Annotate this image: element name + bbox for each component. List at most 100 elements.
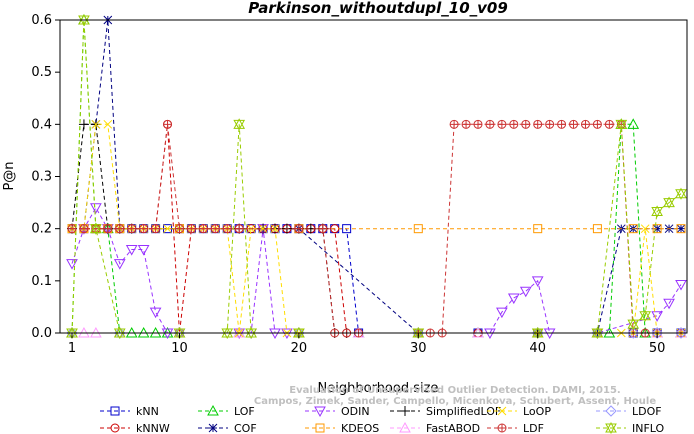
data-point-odin xyxy=(531,276,544,287)
y-axis-label: P@n xyxy=(2,161,17,190)
data-point-loop xyxy=(270,224,280,234)
data-point-ldf xyxy=(198,224,208,234)
legend-item-loop: LoOP xyxy=(487,405,551,418)
data-point-inflo xyxy=(651,205,663,218)
legend-item-lof: LOF xyxy=(198,404,255,418)
data-point-odin xyxy=(519,286,532,298)
credit-line-2: Campos, Zimek, Sander, Campello, Micenko… xyxy=(254,396,656,407)
data-point-ldf xyxy=(509,119,519,129)
legend-item-inflo: INFLO xyxy=(596,421,665,434)
legend-item-cof: COF xyxy=(198,422,257,434)
y-tick-label: 0.3 xyxy=(31,170,52,185)
legend-label: FastABOD xyxy=(426,422,480,434)
data-point-odin xyxy=(675,279,687,291)
legend-label: LDF xyxy=(523,422,544,434)
x-axis-label: Neighborhood size xyxy=(318,381,439,396)
data-point-odin xyxy=(66,259,78,270)
data-point-inflo xyxy=(90,222,102,235)
legend-marker-knn xyxy=(110,406,120,416)
legend-marker-odin xyxy=(314,406,326,418)
x-tick-label: 50 xyxy=(649,341,666,356)
legend-item-knn: kNN xyxy=(100,405,159,418)
series-line-inflo xyxy=(71,19,682,334)
data-point-cof xyxy=(652,224,662,234)
y-tick-label: 0.5 xyxy=(31,65,52,80)
data-point-ldf xyxy=(449,119,459,129)
data-point-ldf xyxy=(186,224,196,234)
data-point-inflo xyxy=(663,196,675,209)
data-point-ldf xyxy=(163,119,173,129)
legend-label: ODIN xyxy=(341,405,370,418)
data-point-odin xyxy=(125,245,138,256)
legend-label: INFLO xyxy=(632,422,665,434)
series-cof xyxy=(67,15,686,338)
data-point-ldf xyxy=(604,119,614,129)
legend-marker-inflo xyxy=(605,421,617,434)
data-point-ldf xyxy=(485,119,495,129)
data-point-ldf xyxy=(294,224,304,234)
data-point-kdeos xyxy=(676,224,686,234)
data-point-kdeos xyxy=(628,224,638,234)
x-tick-label: 1 xyxy=(68,341,76,356)
legend-marker-fastabod xyxy=(399,421,411,433)
legend-label: SimplifiedLOF xyxy=(426,405,501,418)
data-point-loop xyxy=(103,119,113,129)
series-line-cof xyxy=(72,19,681,334)
legend-marker-loop xyxy=(497,406,507,416)
legend-label: kNNW xyxy=(136,422,170,434)
data-point-ldf xyxy=(103,224,113,234)
legend-item-odin: ODIN xyxy=(305,405,370,418)
data-point-cof xyxy=(676,224,686,234)
data-point-ldf xyxy=(234,224,244,234)
legend-label: KDEOS xyxy=(341,422,379,434)
data-point-odin xyxy=(651,311,663,322)
legend: kNN kNNW LOF COF ODIN KDEOS SimplifiedLOF FastA… xyxy=(100,404,665,434)
series-odin xyxy=(66,203,687,340)
legend-label: COF xyxy=(234,422,257,434)
data-point-ldof xyxy=(675,327,687,339)
data-point-loop xyxy=(640,224,650,234)
data-point-ldf xyxy=(222,224,232,234)
data-point-kdeos xyxy=(413,224,423,234)
legend-item-ldof: LDOF xyxy=(596,405,662,418)
data-point-ldf xyxy=(533,119,543,129)
data-point-inflo xyxy=(627,318,640,331)
data-point-odin xyxy=(113,259,126,270)
data-point-kdeos xyxy=(592,224,602,234)
legend-label: LoOP xyxy=(523,405,551,418)
legend-item-fastabod: FastABOD xyxy=(390,421,480,434)
data-point-ldf xyxy=(461,119,471,129)
data-point-ldf xyxy=(127,224,137,234)
legend-marker-cof xyxy=(208,423,218,433)
legend-marker-lof xyxy=(207,404,219,416)
legend-marker-simplifiedlof xyxy=(400,406,410,416)
data-point-lof xyxy=(627,118,640,129)
x-tick-label: 30 xyxy=(410,341,427,356)
series-line-lof xyxy=(71,19,681,334)
series-lof xyxy=(66,13,687,338)
data-point-ldf xyxy=(210,224,220,234)
data-point-odin xyxy=(663,298,675,310)
data-point-loop xyxy=(258,224,268,234)
series-inflo xyxy=(66,13,687,340)
data-point-odin xyxy=(496,307,508,319)
data-point-kdeos xyxy=(652,224,662,234)
data-point-ldf xyxy=(79,224,89,234)
data-point-ldf xyxy=(318,224,328,234)
data-point-ldof xyxy=(627,327,639,339)
legend-marker-kdeos xyxy=(315,423,325,433)
data-point-ldf xyxy=(569,119,579,129)
data-point-knn xyxy=(342,224,352,234)
plot-frame xyxy=(59,19,688,334)
y-tick-label: 0.2 xyxy=(31,222,52,237)
legend-label: LOF xyxy=(234,405,255,418)
legend-marker-ldf xyxy=(497,423,507,433)
data-point-ldf xyxy=(545,119,555,129)
data-point-odin xyxy=(507,293,520,305)
y-tick-label: 0.0 xyxy=(31,326,52,341)
legend-marker-knnw xyxy=(110,423,120,433)
x-tick-label: 10 xyxy=(171,341,188,356)
data-point-inflo xyxy=(675,187,687,200)
legend-item-ldf: LDF xyxy=(487,422,544,434)
data-point-odin xyxy=(149,307,162,319)
